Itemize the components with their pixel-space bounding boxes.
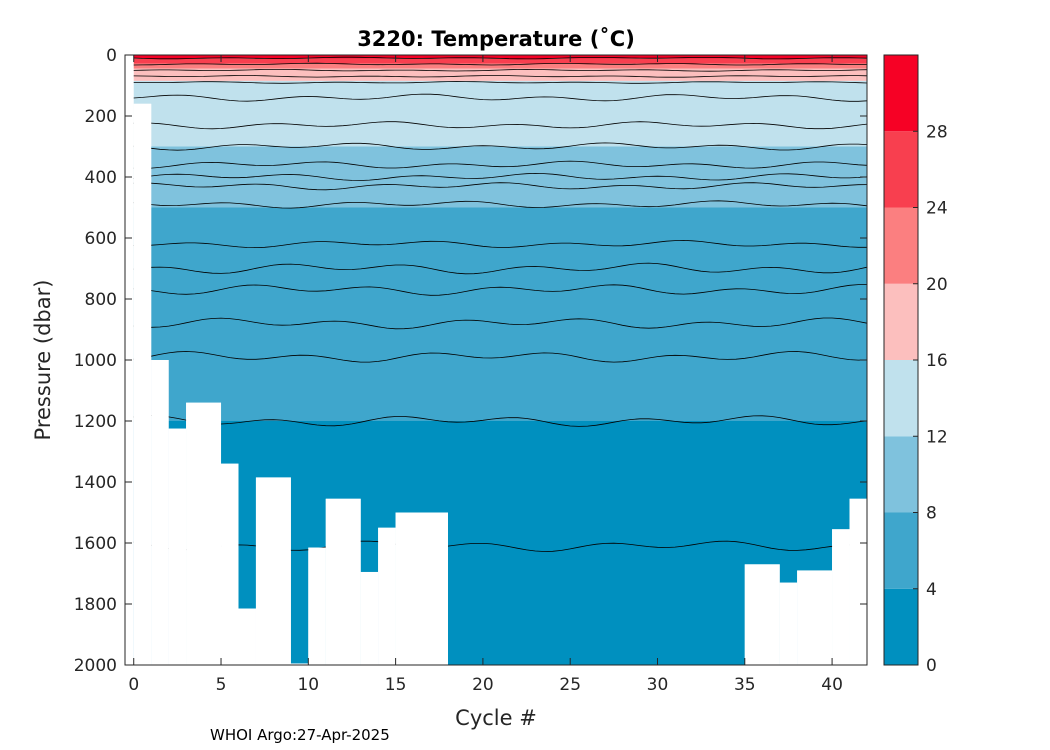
colorbar-tick-label: 24 <box>926 199 948 219</box>
chart-title: 3220: Temperature (˚C) <box>357 27 635 51</box>
temperature-band-4 <box>133 80 867 147</box>
missing-region-0 <box>151 360 169 665</box>
contour-line-6 <box>133 121 868 130</box>
contour-line-11 <box>133 200 868 209</box>
missing-region-17 <box>849 498 867 665</box>
colorbar-tick-label: 20 <box>926 275 948 295</box>
colorbar-tick-label: 28 <box>926 122 948 142</box>
temperature-band-6 <box>133 207 867 421</box>
footer-stamp: WHOI Argo:27-Apr-2025 <box>210 726 390 744</box>
contour-line-8 <box>133 160 868 169</box>
colorbar-swatch <box>884 588 918 665</box>
y-axis-ticks: 0 200 400 600 800 1000 1200 1400 1600 1800 2000 <box>74 46 867 676</box>
colorbar-tick-label: 12 <box>926 427 948 447</box>
x-tick-label: 5 <box>216 675 227 695</box>
y-tick-label: 2000 <box>74 656 117 676</box>
colorbar-swatch <box>884 55 918 132</box>
colorbar-swatch <box>884 207 918 284</box>
colorbar-swatch <box>884 131 918 208</box>
contour-line-5 <box>133 93 868 102</box>
x-axis-label: Cycle # <box>455 706 537 730</box>
contour-line-7 <box>133 142 868 151</box>
missing-region-3 <box>221 463 239 665</box>
colorbar-tick-label: 4 <box>926 580 937 600</box>
contour-line-1 <box>133 62 868 66</box>
y-tick-label: 1800 <box>74 595 117 615</box>
contour-line-14 <box>133 284 867 296</box>
y-tick-label: 0 <box>106 46 117 66</box>
temperature-band-3 <box>133 68 867 81</box>
missing-region-8 <box>325 498 361 665</box>
missing-region-4 <box>238 608 256 665</box>
missing-region-1 <box>168 428 187 665</box>
colorbar-swatch <box>884 283 918 360</box>
x-tick-label: 25 <box>559 675 581 695</box>
missing-region-5 <box>255 477 291 665</box>
missing-region-13 <box>744 564 780 665</box>
colorbar-swatch <box>884 360 918 437</box>
colorbar-tick-label: 8 <box>926 504 937 524</box>
missing-region-start <box>133 103 152 666</box>
contour-line-12 <box>133 239 867 249</box>
contour-line-10 <box>133 182 868 191</box>
y-tick-label: 400 <box>85 168 117 188</box>
y-axis-label: Pressure (dbar) <box>31 280 55 441</box>
y-tick-label: 200 <box>85 107 117 127</box>
x-tick-label: 10 <box>297 675 319 695</box>
y-tick-label: 1600 <box>74 534 117 554</box>
y-tick-label: 800 <box>85 290 117 310</box>
x-tick-label: 40 <box>821 675 843 695</box>
colorbar: 0 4 8 12 16 20 24 28 <box>883 54 948 676</box>
missing-region-14 <box>779 582 798 665</box>
missing-region-9 <box>360 571 379 665</box>
missing-region-15 <box>797 570 833 665</box>
contour-line-3 <box>133 75 868 78</box>
contour-lines <box>133 56 868 552</box>
missing-region-6 <box>290 663 309 665</box>
missing-region-10 <box>378 527 396 665</box>
y-tick-label: 1400 <box>74 473 117 493</box>
contour-line-15 <box>133 317 868 330</box>
contour-line-9 <box>133 172 868 181</box>
x-tick-label: 20 <box>472 675 494 695</box>
colorbar-tick-label: 0 <box>926 656 937 676</box>
temperature-band-2 <box>133 63 867 69</box>
missing-region-11 <box>395 512 448 665</box>
temperature-band-5 <box>133 146 867 208</box>
contour-line-17 <box>133 415 868 427</box>
y-tick-label: 600 <box>85 229 117 249</box>
x-axis-ticks: 0 5 10 15 20 25 30 35 40 <box>128 55 843 695</box>
temperature-band-0 <box>133 55 867 59</box>
colorbar-swatch <box>884 512 918 589</box>
x-tick-label: 15 <box>385 675 407 695</box>
contour-line-2 <box>133 68 868 72</box>
x-tick-label: 35 <box>734 675 756 695</box>
y-tick-label: 1200 <box>74 412 117 432</box>
contour-line-16 <box>133 351 868 363</box>
colorbar-swatch <box>884 436 918 513</box>
x-tick-label: 0 <box>128 675 139 695</box>
contour-line-18 <box>133 540 868 552</box>
missing-region-2 <box>186 402 222 665</box>
y-tick-label: 1000 <box>74 351 117 371</box>
missing-region-16 <box>832 529 850 665</box>
missing-region-7 <box>308 547 326 665</box>
contour-line-4 <box>133 81 868 84</box>
x-tick-label: 30 <box>647 675 669 695</box>
temperature-band-1 <box>133 58 867 64</box>
contour-line-13 <box>133 262 868 275</box>
colorbar-tick-label: 16 <box>926 351 948 371</box>
